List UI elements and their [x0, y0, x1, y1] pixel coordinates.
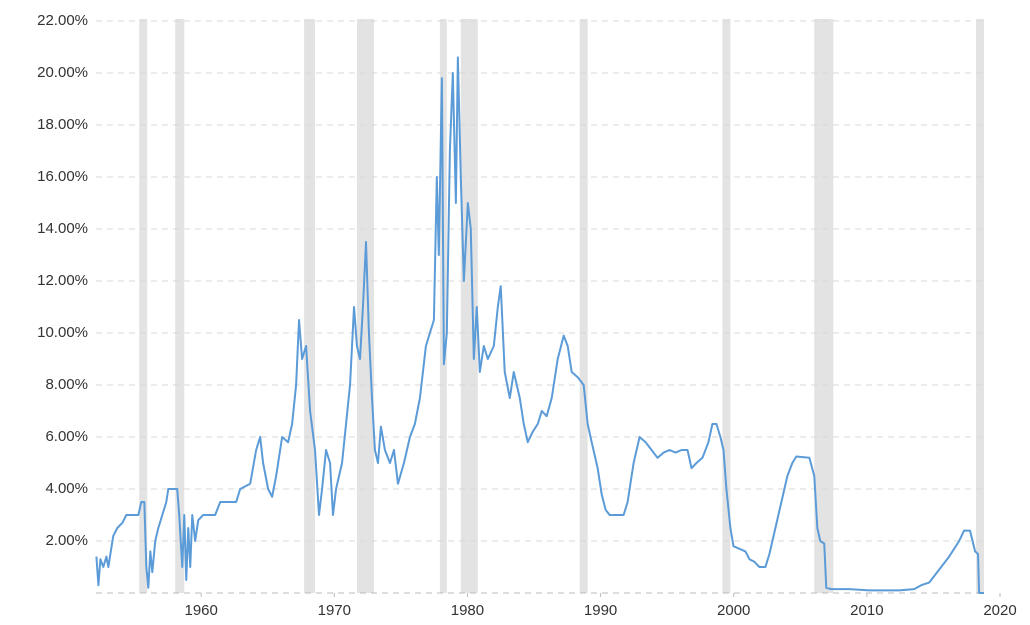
- y-tick-label: 4.00%: [45, 480, 88, 497]
- recession-band: [579, 19, 588, 593]
- y-tick-label: 2.00%: [45, 532, 88, 549]
- y-tick-label: 18.00%: [37, 116, 88, 133]
- recession-band: [304, 19, 316, 593]
- x-tick-label: 1990: [584, 602, 617, 619]
- recession-band: [175, 19, 185, 593]
- y-tick-label: 8.00%: [45, 376, 88, 393]
- recession-band: [814, 19, 834, 593]
- rate-line: [95, 56, 985, 594]
- recession-band: [976, 19, 985, 593]
- x-tick-label: 1970: [318, 602, 351, 619]
- x-tick-label: 2010: [850, 602, 883, 619]
- y-tick-label: 10.00%: [37, 324, 88, 341]
- recession-band: [722, 19, 731, 593]
- y-tick-label: 20.00%: [37, 64, 88, 81]
- y-tick-label: 6.00%: [45, 428, 88, 445]
- recession-band: [356, 19, 374, 593]
- x-tick-label: 2000: [717, 602, 750, 619]
- y-tick-label: 14.00%: [37, 220, 88, 237]
- recession-band: [139, 19, 148, 593]
- recession-band: [460, 19, 478, 593]
- y-tick-label: 12.00%: [37, 272, 88, 289]
- x-tick-label: 1960: [184, 602, 217, 619]
- x-tick-label: 1980: [451, 602, 484, 619]
- y-tick-label: 16.00%: [37, 168, 88, 185]
- y-tick-label: 22.00%: [37, 12, 88, 29]
- x-tick-label: 2020: [983, 602, 1016, 619]
